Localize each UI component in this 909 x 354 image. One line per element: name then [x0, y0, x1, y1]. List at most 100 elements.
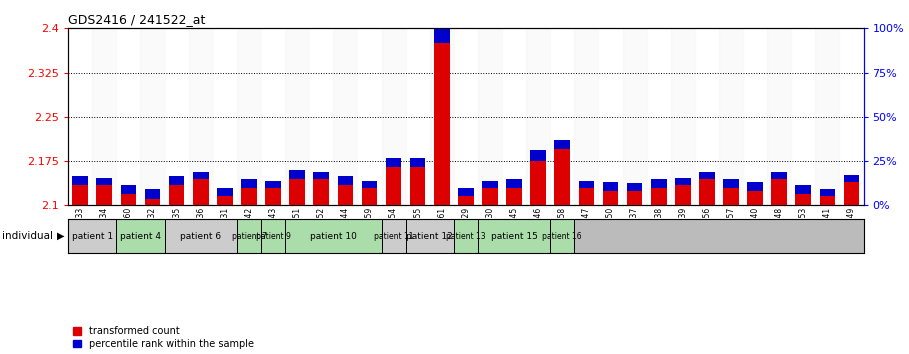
Bar: [458, 188, 474, 196]
Bar: [237, 28, 261, 205]
Bar: [309, 28, 334, 205]
Bar: [68, 28, 93, 205]
Bar: [772, 172, 787, 179]
Bar: [454, 28, 478, 205]
Bar: [217, 188, 233, 196]
Text: patient 12: patient 12: [406, 232, 453, 241]
Bar: [434, 43, 450, 205]
Bar: [141, 28, 165, 205]
Bar: [671, 28, 694, 205]
Text: ▶: ▶: [57, 231, 65, 241]
Bar: [554, 149, 570, 205]
Bar: [502, 28, 526, 205]
Bar: [623, 28, 646, 205]
Bar: [382, 28, 405, 205]
Bar: [767, 28, 791, 205]
Bar: [241, 179, 256, 188]
Text: patient 10: patient 10: [310, 232, 356, 241]
Bar: [506, 179, 522, 188]
Bar: [357, 28, 382, 205]
Text: patient 4: patient 4: [120, 232, 161, 241]
Text: GDS2416 / 241522_at: GDS2416 / 241522_at: [68, 13, 205, 26]
Bar: [694, 28, 719, 205]
Bar: [169, 176, 185, 185]
Text: patient 11: patient 11: [374, 232, 414, 241]
Bar: [189, 28, 213, 205]
Bar: [121, 185, 136, 194]
Bar: [385, 158, 402, 167]
Bar: [598, 28, 623, 205]
Bar: [482, 188, 498, 205]
Bar: [405, 28, 430, 205]
Bar: [145, 199, 160, 205]
Bar: [724, 179, 739, 188]
Bar: [719, 28, 743, 205]
Bar: [603, 182, 618, 190]
Bar: [675, 185, 691, 205]
Bar: [362, 188, 377, 205]
Bar: [193, 172, 208, 179]
Bar: [574, 28, 598, 205]
Bar: [839, 28, 864, 205]
Bar: [96, 185, 112, 205]
Bar: [699, 172, 714, 179]
Bar: [554, 141, 570, 149]
Bar: [285, 219, 382, 253]
Bar: [93, 28, 116, 205]
Bar: [482, 181, 498, 188]
Bar: [603, 190, 618, 205]
Bar: [382, 219, 405, 253]
Bar: [626, 183, 643, 190]
Legend: transformed count, percentile rank within the sample: transformed count, percentile rank withi…: [73, 326, 254, 349]
Bar: [116, 219, 165, 253]
Bar: [116, 28, 141, 205]
Bar: [314, 179, 329, 205]
Bar: [478, 219, 550, 253]
Bar: [458, 196, 474, 205]
Bar: [430, 28, 454, 205]
Bar: [526, 28, 550, 205]
Bar: [478, 28, 502, 205]
Text: patient 1: patient 1: [72, 232, 113, 241]
Bar: [165, 219, 237, 253]
Bar: [530, 161, 546, 205]
Bar: [261, 219, 285, 253]
Bar: [73, 185, 88, 205]
Bar: [68, 219, 116, 253]
Bar: [815, 28, 839, 205]
Bar: [237, 219, 261, 253]
Bar: [165, 28, 189, 205]
Bar: [241, 188, 256, 205]
Bar: [747, 182, 763, 190]
Text: patient 9: patient 9: [255, 232, 291, 241]
Bar: [747, 190, 763, 205]
Bar: [169, 185, 185, 205]
Bar: [550, 28, 574, 205]
Bar: [675, 178, 691, 185]
Text: patient 13: patient 13: [446, 232, 485, 241]
Bar: [578, 188, 594, 205]
Bar: [213, 28, 237, 205]
Text: patient 7: patient 7: [232, 232, 266, 241]
Bar: [820, 196, 835, 205]
Bar: [362, 181, 377, 188]
Bar: [217, 196, 233, 205]
Bar: [385, 167, 402, 205]
Bar: [626, 190, 643, 205]
Bar: [530, 150, 546, 161]
Text: patient 6: patient 6: [180, 232, 221, 241]
Bar: [651, 179, 666, 188]
Bar: [844, 175, 859, 182]
Text: patient 15: patient 15: [491, 232, 537, 241]
Bar: [795, 194, 811, 205]
Bar: [646, 28, 671, 205]
Bar: [454, 219, 478, 253]
Bar: [73, 176, 88, 185]
Bar: [410, 158, 425, 167]
Bar: [285, 28, 309, 205]
Bar: [145, 189, 160, 199]
Bar: [795, 185, 811, 194]
Bar: [265, 181, 281, 188]
Bar: [289, 179, 305, 205]
Bar: [651, 188, 666, 205]
